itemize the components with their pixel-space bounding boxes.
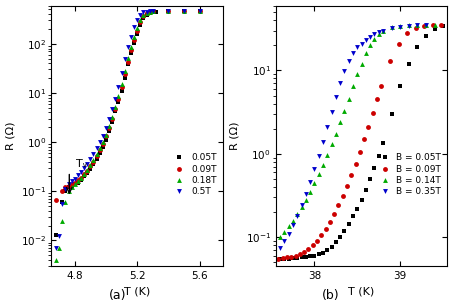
Text: (a): (a) <box>109 289 126 302</box>
X-axis label: T (K): T (K) <box>124 286 150 297</box>
Y-axis label: R (Ω): R (Ω) <box>5 121 15 150</box>
Legend: 0.05T, 0.09T, 0.18T, 0.5T: 0.05T, 0.09T, 0.18T, 0.5T <box>169 152 218 198</box>
Text: (b): (b) <box>322 289 339 302</box>
Legend: B = 0.05T, B = 0.09T, B = 0.14T, B = 0.35T: B = 0.05T, B = 0.09T, B = 0.14T, B = 0.3… <box>374 152 443 198</box>
Text: Tᵥ: Tᵥ <box>76 159 88 169</box>
X-axis label: T (K): T (K) <box>348 286 375 297</box>
Y-axis label: R (Ω): R (Ω) <box>230 121 240 150</box>
